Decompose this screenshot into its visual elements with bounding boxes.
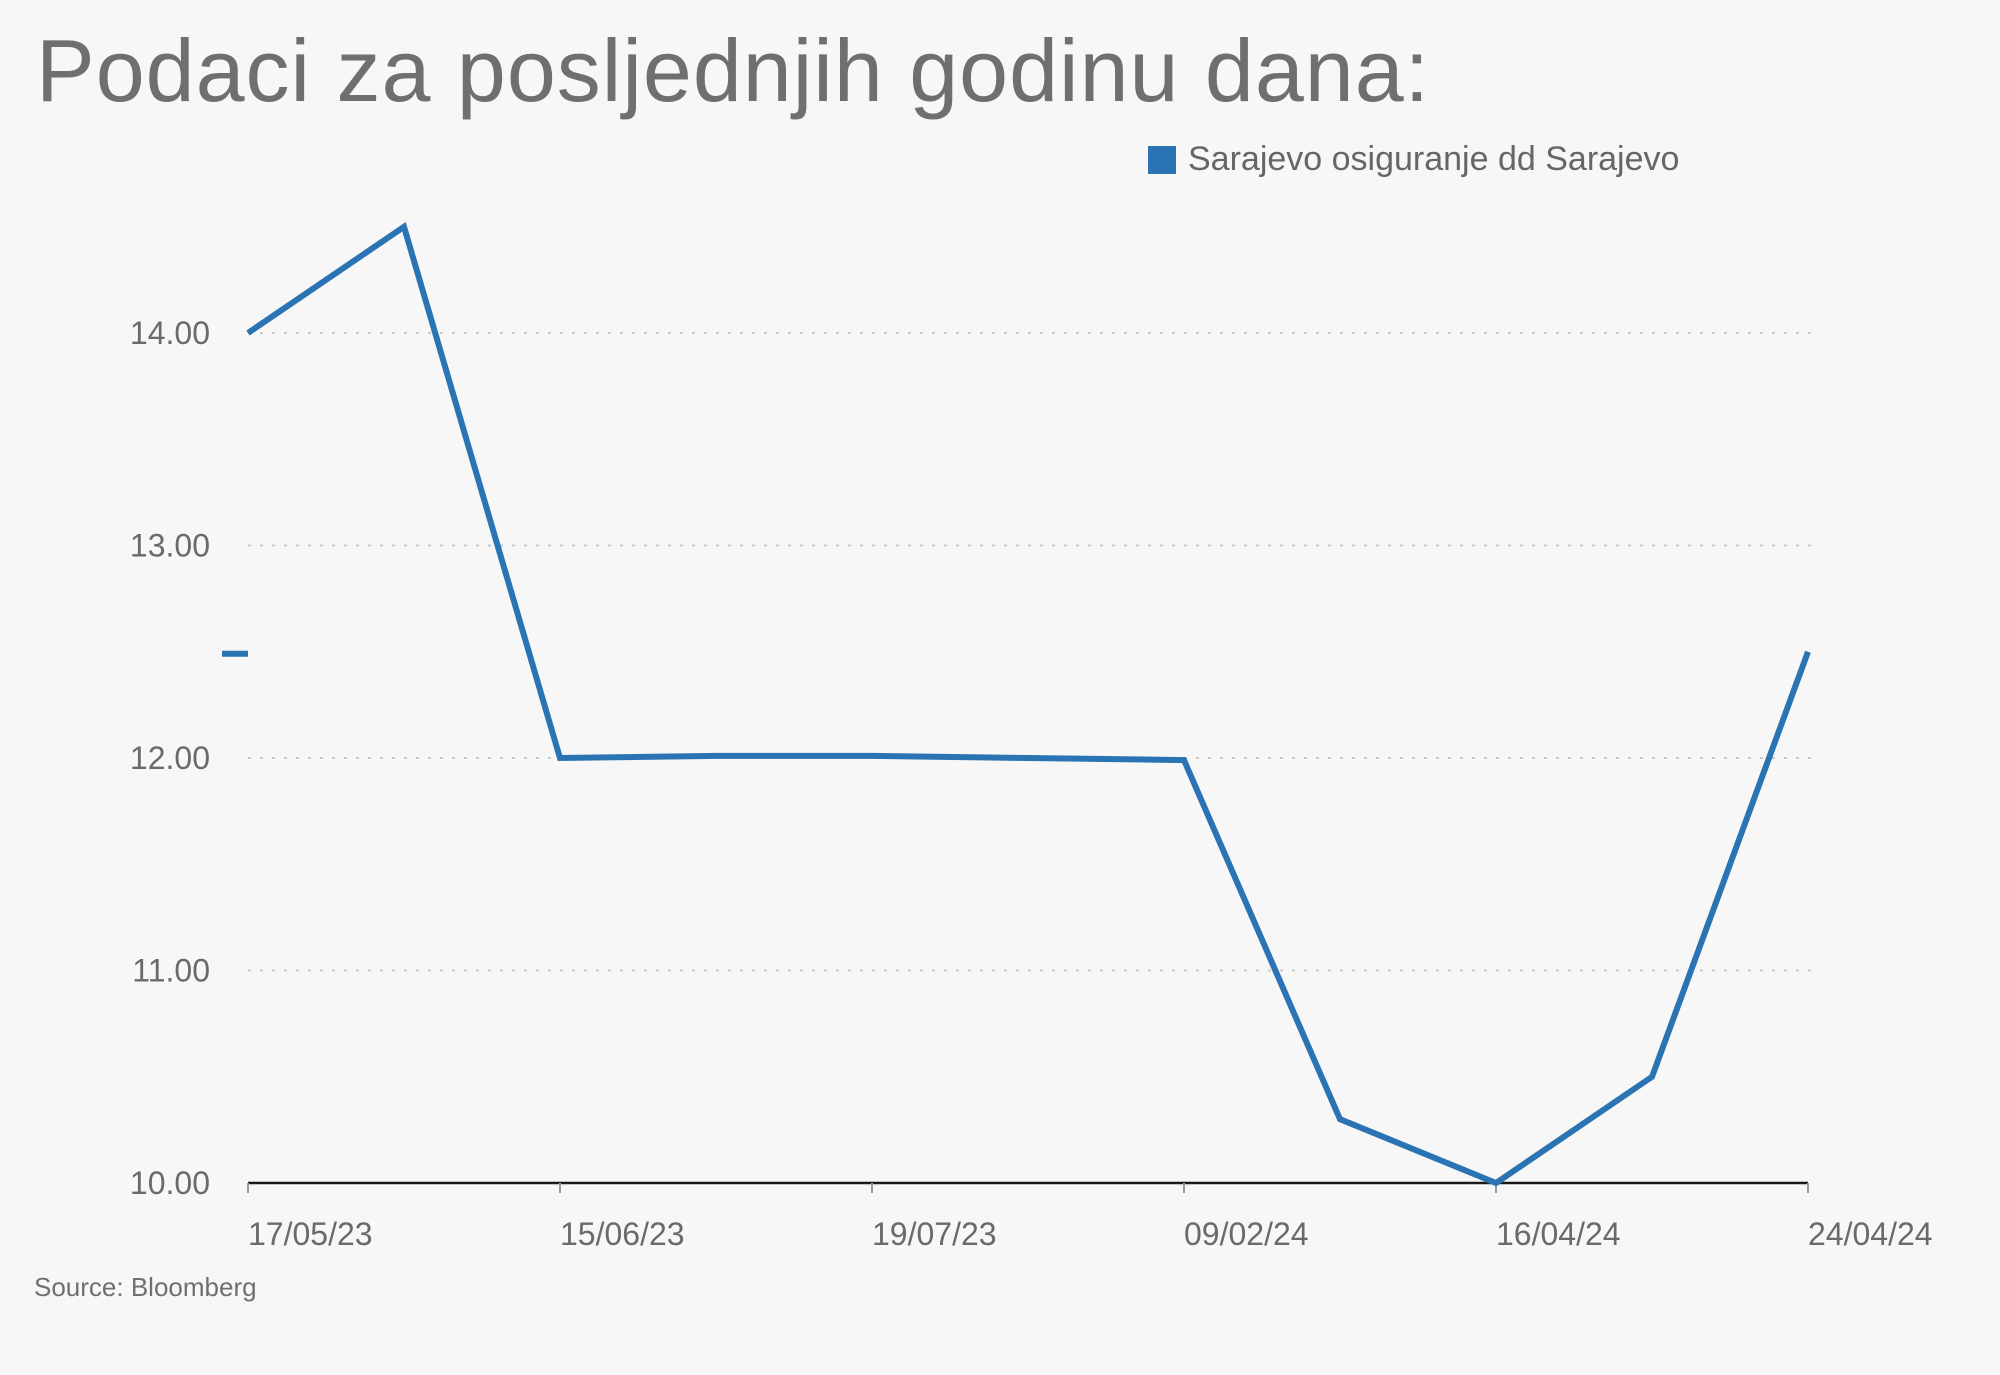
y-tick-label: 14.00	[130, 315, 210, 351]
source-note: Source: Bloomberg	[34, 1272, 257, 1302]
y-tick-label: 10.00	[130, 1165, 210, 1201]
x-tick-label: 19/07/23	[872, 1216, 997, 1252]
y-axis: 10.00 11.00 12.00 13.00 14.00	[130, 315, 210, 1201]
legend-swatch	[1148, 145, 1176, 174]
grid-lines	[248, 332, 1812, 972]
series-line	[246, 222, 1811, 1187]
y-tick-label: 11.00	[132, 953, 210, 989]
series-group	[246, 222, 1811, 1187]
x-tick-label: 09/02/24	[1184, 1216, 1309, 1252]
x-tick-label: 24/04/24	[1808, 1216, 1933, 1252]
x-axis: 17/05/23 15/06/23 19/07/23 09/02/24 16/04/24…	[247, 1181, 1933, 1252]
legend-label: Sarajevo osiguranje dd Sarajevo	[1188, 140, 1680, 178]
x-tick-label: 15/06/23	[560, 1216, 685, 1252]
x-tick-label: 17/05/23	[248, 1216, 373, 1252]
y-tick-label: 12.00	[130, 740, 210, 776]
y-tick-label: 13.00	[130, 528, 210, 564]
chart-title: Podaci za posljednjih godinu dana:	[36, 21, 1431, 120]
legend: Sarajevo osiguranje dd Sarajevo	[1148, 140, 1679, 179]
x-tick-label: 16/04/24	[1496, 1216, 1621, 1252]
